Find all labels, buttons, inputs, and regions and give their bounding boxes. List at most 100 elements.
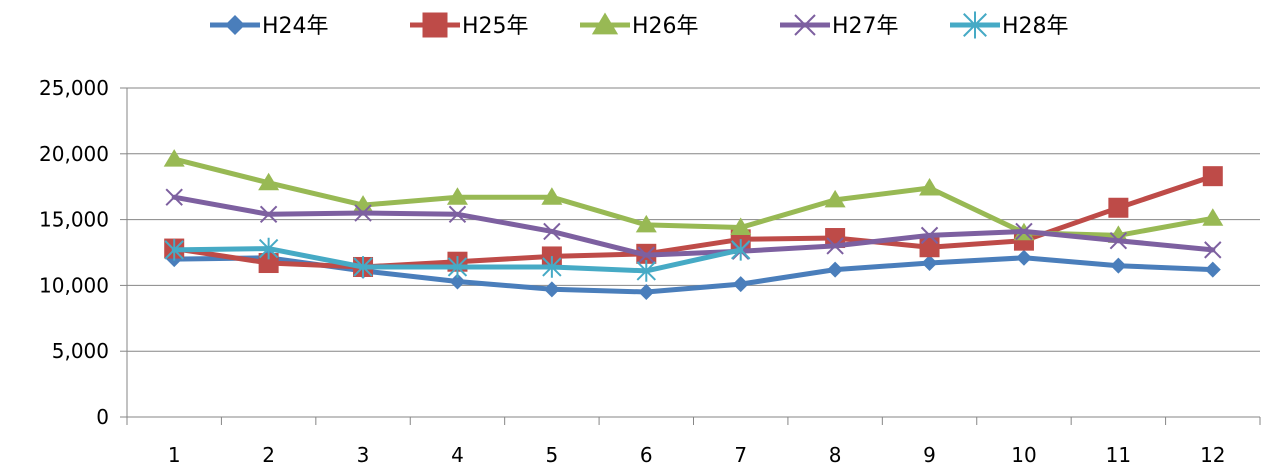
x-tick-label: 2: [262, 443, 275, 467]
data-point: [919, 178, 941, 196]
marker-shape: [163, 149, 185, 167]
data-point: [258, 237, 279, 260]
data-point: [543, 281, 560, 298]
marker-shape: [794, 14, 816, 36]
series-line: [171, 194, 1216, 258]
data-point: [731, 239, 751, 261]
data-point: [826, 237, 844, 255]
marker-shape: [541, 187, 563, 205]
series-group: [163, 149, 1224, 300]
data-point: [542, 256, 562, 278]
legend-marker: [591, 12, 619, 35]
legend-label: H26年: [632, 14, 699, 39]
legend-item-4: H27年: [780, 14, 899, 39]
legend-marker: [794, 14, 816, 36]
data-point: [1110, 257, 1127, 274]
data-point: [1202, 166, 1223, 187]
data-point: [1015, 222, 1033, 241]
marker-shape: [1015, 249, 1032, 266]
marker-shape: [1202, 166, 1223, 187]
marker-shape: [446, 187, 468, 205]
y-tick-label: 15,000: [39, 208, 109, 232]
data-point: [259, 205, 278, 224]
marker-shape: [543, 281, 560, 298]
marker-shape: [164, 239, 184, 261]
data-point: [638, 283, 655, 300]
marker-shape: [165, 188, 183, 206]
marker-shape: [1204, 261, 1221, 278]
data-point: [1204, 241, 1222, 259]
x-tick-label: 5: [546, 443, 559, 467]
legend-label: H28年: [1002, 14, 1069, 39]
data-point: [258, 172, 280, 191]
marker-shape: [448, 205, 467, 224]
legend-label: H24年: [262, 14, 329, 39]
marker-shape: [543, 222, 561, 241]
marker-shape: [258, 237, 279, 260]
marker-shape: [353, 256, 373, 278]
data-point: [447, 256, 468, 278]
data-point: [543, 222, 561, 241]
data-point: [1204, 261, 1221, 278]
series-4: [165, 188, 1222, 264]
data-point: [354, 204, 372, 222]
data-point: [636, 260, 656, 282]
data-point: [827, 261, 844, 278]
marker-shape: [447, 256, 468, 278]
marker-shape: [449, 273, 466, 290]
marker-shape: [826, 237, 844, 255]
legend-marker: [963, 11, 987, 39]
data-point: [1015, 249, 1032, 266]
marker-shape: [422, 12, 448, 38]
data-point: [730, 217, 752, 235]
marker-shape: [258, 253, 279, 274]
marker-shape: [591, 12, 619, 35]
marker-shape: [638, 283, 655, 300]
series-5: [164, 237, 751, 282]
marker-shape: [354, 204, 372, 222]
data-point: [919, 237, 940, 258]
marker-shape: [1108, 197, 1129, 218]
legend-label: H27年: [832, 14, 899, 39]
gridlines: [127, 87, 1260, 352]
y-tick-label: 25,000: [39, 76, 109, 100]
y-tick-label: 0: [96, 405, 109, 429]
marker-shape: [635, 214, 657, 233]
x-tick-label: 10: [1011, 443, 1036, 467]
marker-shape: [1202, 208, 1224, 226]
marker-shape: [1109, 231, 1128, 250]
marker-shape: [1110, 257, 1127, 274]
data-point: [635, 214, 657, 233]
legend-label: H25年: [462, 14, 529, 39]
legend-item-3: H26年: [580, 12, 699, 39]
marker-shape: [921, 255, 938, 272]
x-tick-label: 4: [451, 443, 464, 467]
series-line: [171, 156, 1216, 238]
data-point: [1108, 197, 1129, 218]
marker-shape: [824, 189, 846, 208]
data-point: [1202, 208, 1224, 226]
marker-shape: [636, 260, 656, 282]
x-tick-label: 9: [923, 443, 936, 467]
marker-shape: [259, 205, 278, 224]
marker-shape: [731, 239, 751, 261]
data-point: [165, 188, 183, 206]
legend-item-1: H24年: [210, 14, 329, 39]
x-tick-label: 3: [357, 443, 370, 467]
data-point: [541, 187, 563, 205]
legend-marker: [422, 12, 448, 38]
x-tick-label: 11: [1106, 443, 1131, 467]
marker-shape: [827, 261, 844, 278]
marker-shape: [730, 217, 752, 235]
data-point: [732, 276, 749, 293]
x-tick-label: 12: [1200, 443, 1225, 467]
x-tick-label: 8: [829, 443, 842, 467]
data-point: [1109, 231, 1128, 250]
marker-shape: [542, 256, 562, 278]
legend-item-5: H28年: [950, 11, 1069, 39]
x-tick-label: 6: [640, 443, 653, 467]
data-point: [449, 273, 466, 290]
